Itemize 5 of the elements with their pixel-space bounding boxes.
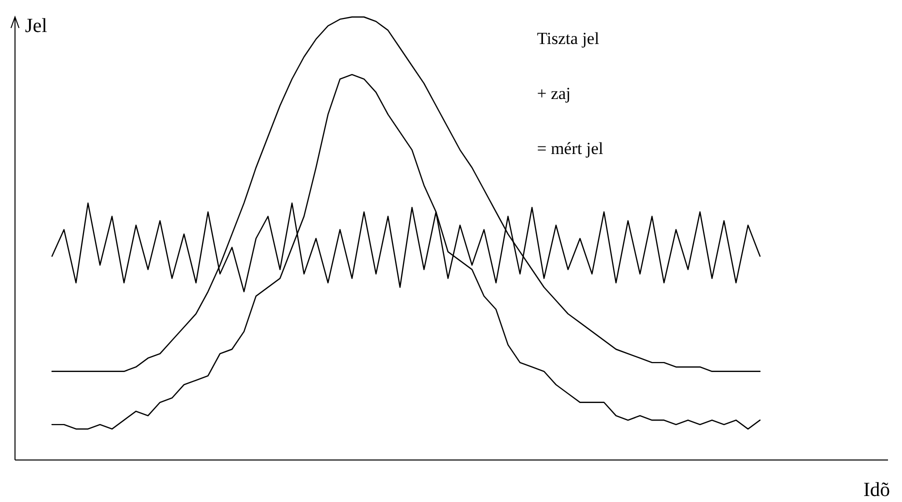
y-axis-title: Jel bbox=[25, 15, 48, 37]
annotation: + zaj bbox=[537, 84, 571, 103]
annotation: = mért jel bbox=[537, 139, 604, 158]
annotation: Tiszta jel bbox=[537, 29, 600, 48]
x-axis-title: Idõ bbox=[863, 479, 890, 501]
